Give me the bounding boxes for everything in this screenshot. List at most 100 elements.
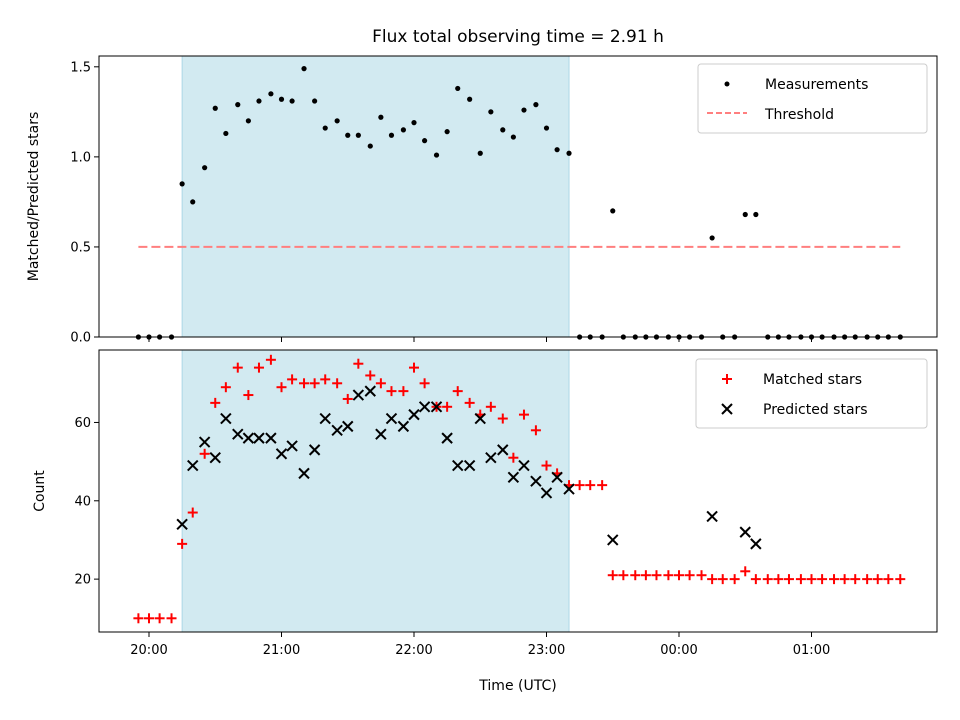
observing-window-span [182,56,570,337]
y-tick-label: 0.0 [70,331,91,346]
matched-star-point [154,613,165,624]
matched-star-point [585,480,596,491]
measurement-point [367,143,373,149]
x-stroke-b [750,538,762,550]
matched-star-point [696,570,707,581]
predicted-star-point [375,428,387,440]
predicted-star-point [408,408,420,421]
matched-star-point [276,382,287,393]
x-stroke-b [474,412,486,425]
measurement-point [256,98,262,104]
predicted-star-point [706,510,718,523]
predicted-star-point [198,436,211,448]
bottom-legend-box [695,358,928,429]
matched-star-point [452,386,463,397]
bottom-x-ticks: 20:00 21:00 22:00 23:00 00:00 01:00 [130,632,830,658]
legend-predicted-label: Predicted stars [763,402,868,418]
x-stroke-b [242,432,255,444]
x-stroke-b [397,420,410,433]
matched-star-point [177,538,188,549]
predicted-star-point [530,475,542,487]
x-tick-label: 22:00 [395,643,432,658]
matched-star-point [684,570,695,581]
top-y-axis-label: Matched/Predicted stars [26,112,42,282]
predicted-star-point [750,538,762,550]
matched-star-point [640,570,651,581]
matched-star-point [717,574,728,585]
x-tick-label: 01:00 [793,643,830,658]
bottom-legend: Matched stars Predicted stars [695,358,928,429]
matched-star-point [817,574,828,585]
x-stroke-b [551,471,563,483]
x-axis-label: Time (UTC) [478,678,556,694]
x-stroke-b [220,412,232,425]
predicted-star-point [397,420,410,433]
matched-star-point [442,401,453,412]
y-tick-label: 1.5 [70,60,91,75]
measurement-point [334,118,340,124]
measurement-point [289,98,295,104]
matched-star-point [419,378,430,389]
measurement-point [742,211,748,218]
predicted-star-point [540,487,553,499]
measurement-point [355,132,361,138]
predicted-star-point [242,432,255,444]
legend-measurements-label: Measurements [765,77,868,93]
matched-star-point [806,574,817,585]
x-stroke-b [530,475,542,487]
measurement-points [135,66,903,340]
legend-matched-label: Matched stars [763,372,862,388]
matched-star-point [409,362,419,373]
measurement-point [533,102,539,108]
x-stroke-b [507,471,520,483]
predicted-star-point [497,444,509,456]
x-stroke-b [176,518,188,530]
predicted-star-point [518,459,530,472]
x-stroke-b [497,444,509,456]
measurement-point [709,235,715,241]
x-stroke-b [721,403,733,415]
y-tick-label: 60 [74,416,91,431]
predicted-star-point [308,444,321,456]
x-tick-label: 00:00 [660,643,697,658]
predicted-star-point [275,448,288,460]
matched-star-point [375,378,386,389]
matched-star-point [144,613,154,624]
matched-star-point [630,570,641,581]
matched-star-point [862,574,873,585]
measurement-point [223,130,229,137]
x-stroke-b [187,459,199,472]
measurement-point [400,127,406,133]
x-stroke-b [298,467,310,480]
x-stroke-b [253,432,265,444]
predicted-star-point [739,526,751,538]
x-stroke-b [385,412,398,425]
matched-star-point [253,362,264,373]
predicted-star-point [232,428,244,440]
predicted-star-point [364,385,376,397]
matched-star-point [530,425,541,436]
top-legend-box [697,63,928,134]
measurement-point [301,66,307,72]
matched-star-point [309,378,320,389]
top-x-ticks [148,337,812,342]
predicted-star-point [418,401,431,413]
matched-star-point [518,409,529,420]
measurement-point [179,181,185,187]
measurement-point [554,147,560,153]
y-tick-label: 40 [74,494,91,509]
predicted-star-point [452,459,464,472]
x-stroke-b [342,420,354,433]
predicted-star-point [485,452,497,464]
measurement-point [488,109,494,115]
x-stroke-b [739,526,751,538]
x-stroke-b [418,401,431,413]
measurement-point [388,132,395,138]
matched-star-point [287,374,298,385]
matched-star-point [232,362,243,373]
predicted-star-point [176,518,188,530]
x-stroke-b [286,440,298,452]
matched-star-point [541,460,552,471]
x-stroke-b [540,487,553,499]
matched-star-point [220,382,231,393]
